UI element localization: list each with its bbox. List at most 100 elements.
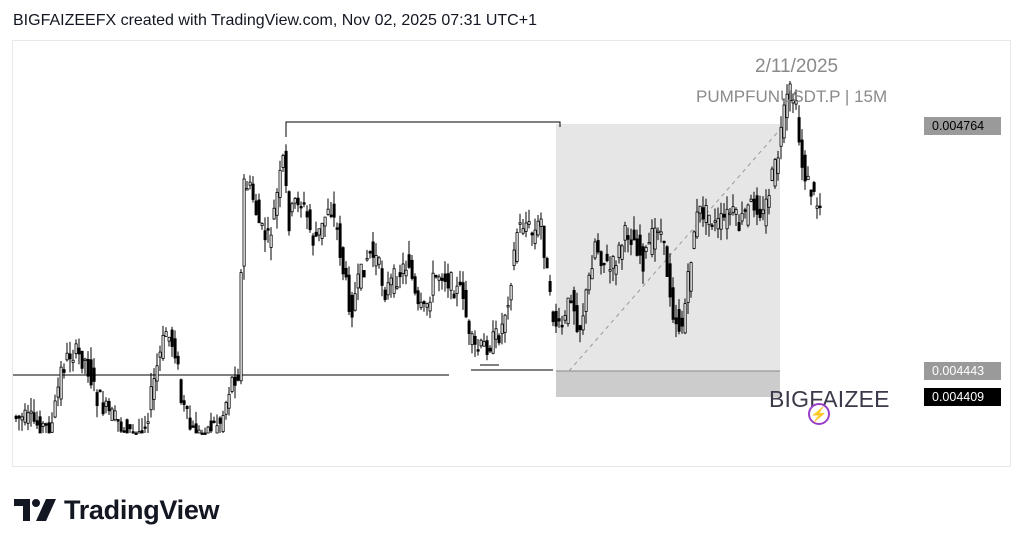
candle-body [779, 126, 783, 147]
candle-body [539, 218, 543, 227]
candle-body [371, 241, 375, 258]
candle-body [566, 297, 570, 325]
candle-body [404, 269, 408, 277]
candle-body [290, 203, 294, 213]
candlestick-series [14, 81, 822, 435]
candle-body [230, 376, 234, 392]
price-label-entry: 0.004443 [924, 362, 1001, 380]
candle-body [506, 305, 510, 308]
candle-body [662, 240, 666, 244]
candle-body [611, 256, 615, 269]
candle-body [293, 198, 297, 204]
candle-body [782, 104, 786, 139]
candle-body [353, 293, 357, 311]
candle-body [200, 432, 204, 435]
candle-body [206, 426, 210, 434]
candle-body [221, 415, 225, 433]
candle-body [332, 203, 336, 218]
candle-body [50, 422, 54, 433]
candle-body [668, 263, 672, 298]
candle-body [740, 212, 744, 222]
candle-body [233, 376, 237, 386]
candle-body [440, 277, 444, 281]
candle-body [302, 202, 306, 205]
candle-body [77, 347, 81, 355]
candle-body [23, 409, 27, 423]
candle-body [80, 350, 84, 369]
candle-body [512, 249, 516, 266]
candle-body [236, 374, 240, 381]
stop-zone[interactable] [556, 371, 780, 397]
candle-body [446, 273, 450, 289]
candle-body [38, 416, 42, 434]
candle-body [68, 353, 72, 360]
candle-body [620, 245, 624, 260]
candle-body [614, 265, 618, 275]
candle-body [569, 300, 573, 303]
candle-body [515, 232, 519, 262]
candle-body [266, 228, 270, 231]
candle-body [524, 222, 528, 232]
candle-body [683, 303, 687, 334]
candle-body [545, 258, 549, 269]
candle-body [746, 204, 750, 226]
trend-line-dashed[interactable] [568, 125, 784, 372]
candle-body [191, 425, 195, 428]
candle-body [680, 317, 684, 327]
tradingview-logo[interactable]: TradingView [14, 493, 220, 527]
price-chart[interactable] [13, 41, 1011, 467]
candle-body [260, 223, 264, 227]
candle-body [473, 335, 477, 345]
candle-body [812, 182, 816, 192]
candle-body [521, 228, 525, 234]
candle-body [317, 228, 321, 236]
high-level-line[interactable] [285, 121, 561, 137]
candle-body [563, 315, 567, 321]
candle-body [167, 336, 171, 342]
candle-body [731, 206, 735, 213]
candle-body [227, 393, 231, 409]
candle-body [278, 169, 282, 198]
candle-body [203, 432, 207, 435]
candle-body [752, 198, 756, 211]
candle-body [578, 325, 582, 331]
candle-body [467, 320, 471, 334]
candle-body [314, 231, 318, 237]
candle-body [629, 239, 633, 245]
candle-body [536, 220, 540, 236]
candle-body [65, 352, 69, 361]
candle-body [101, 402, 105, 415]
candle-body [416, 290, 420, 305]
candle-body [95, 392, 99, 407]
candle-body [398, 272, 402, 278]
candle-body [134, 432, 138, 435]
candle-body [809, 189, 813, 197]
chart-area[interactable]: 2/11/2025 PUMPFUNUSDT.P | 15M 0.004764 0… [12, 40, 1011, 467]
candle-body [239, 272, 243, 382]
candle-body [107, 401, 111, 412]
candle-body [188, 417, 192, 430]
candle-body [497, 335, 501, 344]
candle-body [461, 282, 465, 299]
lightning-badge-icon[interactable]: ⚡ [808, 403, 830, 425]
candle-body [155, 365, 159, 382]
candle-body [575, 305, 579, 332]
candle-body [242, 178, 246, 267]
candle-body [71, 359, 75, 363]
candle-body [98, 389, 102, 393]
candle-body [248, 181, 252, 186]
candle-body [749, 198, 753, 202]
candle-body [737, 222, 741, 231]
candle-body [593, 241, 597, 259]
price-label-upper: 0.004764 [924, 117, 1001, 135]
candle-body [209, 420, 213, 432]
candle-body [329, 214, 333, 217]
candle-body [113, 410, 117, 421]
candle-body [590, 268, 594, 280]
candle-body [377, 257, 381, 265]
candle-body [275, 192, 279, 216]
candle-body [359, 263, 363, 289]
candle-body [530, 232, 534, 236]
candle-body [284, 150, 288, 187]
candle-body [584, 289, 588, 312]
